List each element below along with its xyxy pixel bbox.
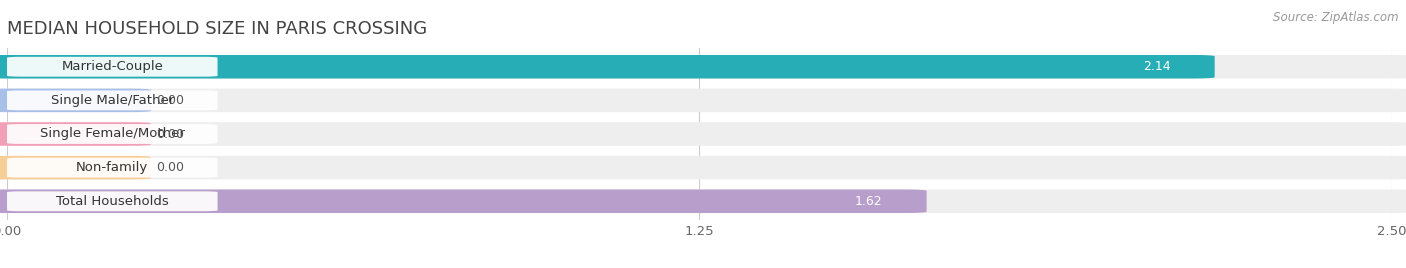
- FancyBboxPatch shape: [7, 191, 218, 211]
- Text: MEDIAN HOUSEHOLD SIZE IN PARIS CROSSING: MEDIAN HOUSEHOLD SIZE IN PARIS CROSSING: [7, 20, 427, 38]
- FancyBboxPatch shape: [0, 89, 1406, 112]
- FancyBboxPatch shape: [0, 122, 1406, 146]
- FancyBboxPatch shape: [0, 189, 1406, 213]
- Text: Single Female/Mother: Single Female/Mother: [39, 128, 184, 140]
- Text: 1.62: 1.62: [855, 195, 883, 208]
- Text: Source: ZipAtlas.com: Source: ZipAtlas.com: [1274, 11, 1399, 24]
- FancyBboxPatch shape: [0, 55, 1406, 79]
- FancyBboxPatch shape: [7, 57, 218, 77]
- Text: 0.00: 0.00: [156, 128, 184, 140]
- Text: Total Households: Total Households: [56, 195, 169, 208]
- FancyBboxPatch shape: [0, 189, 927, 213]
- FancyBboxPatch shape: [7, 124, 218, 144]
- Text: 0.00: 0.00: [156, 161, 184, 174]
- Text: 0.00: 0.00: [156, 94, 184, 107]
- FancyBboxPatch shape: [0, 156, 150, 179]
- FancyBboxPatch shape: [0, 55, 1215, 79]
- FancyBboxPatch shape: [0, 122, 150, 146]
- Text: Non-family: Non-family: [76, 161, 149, 174]
- Text: Single Male/Father: Single Male/Father: [51, 94, 174, 107]
- FancyBboxPatch shape: [7, 90, 218, 110]
- Text: 2.14: 2.14: [1143, 60, 1170, 73]
- FancyBboxPatch shape: [0, 89, 150, 112]
- FancyBboxPatch shape: [7, 158, 218, 178]
- Text: Married-Couple: Married-Couple: [62, 60, 163, 73]
- FancyBboxPatch shape: [0, 156, 1406, 179]
